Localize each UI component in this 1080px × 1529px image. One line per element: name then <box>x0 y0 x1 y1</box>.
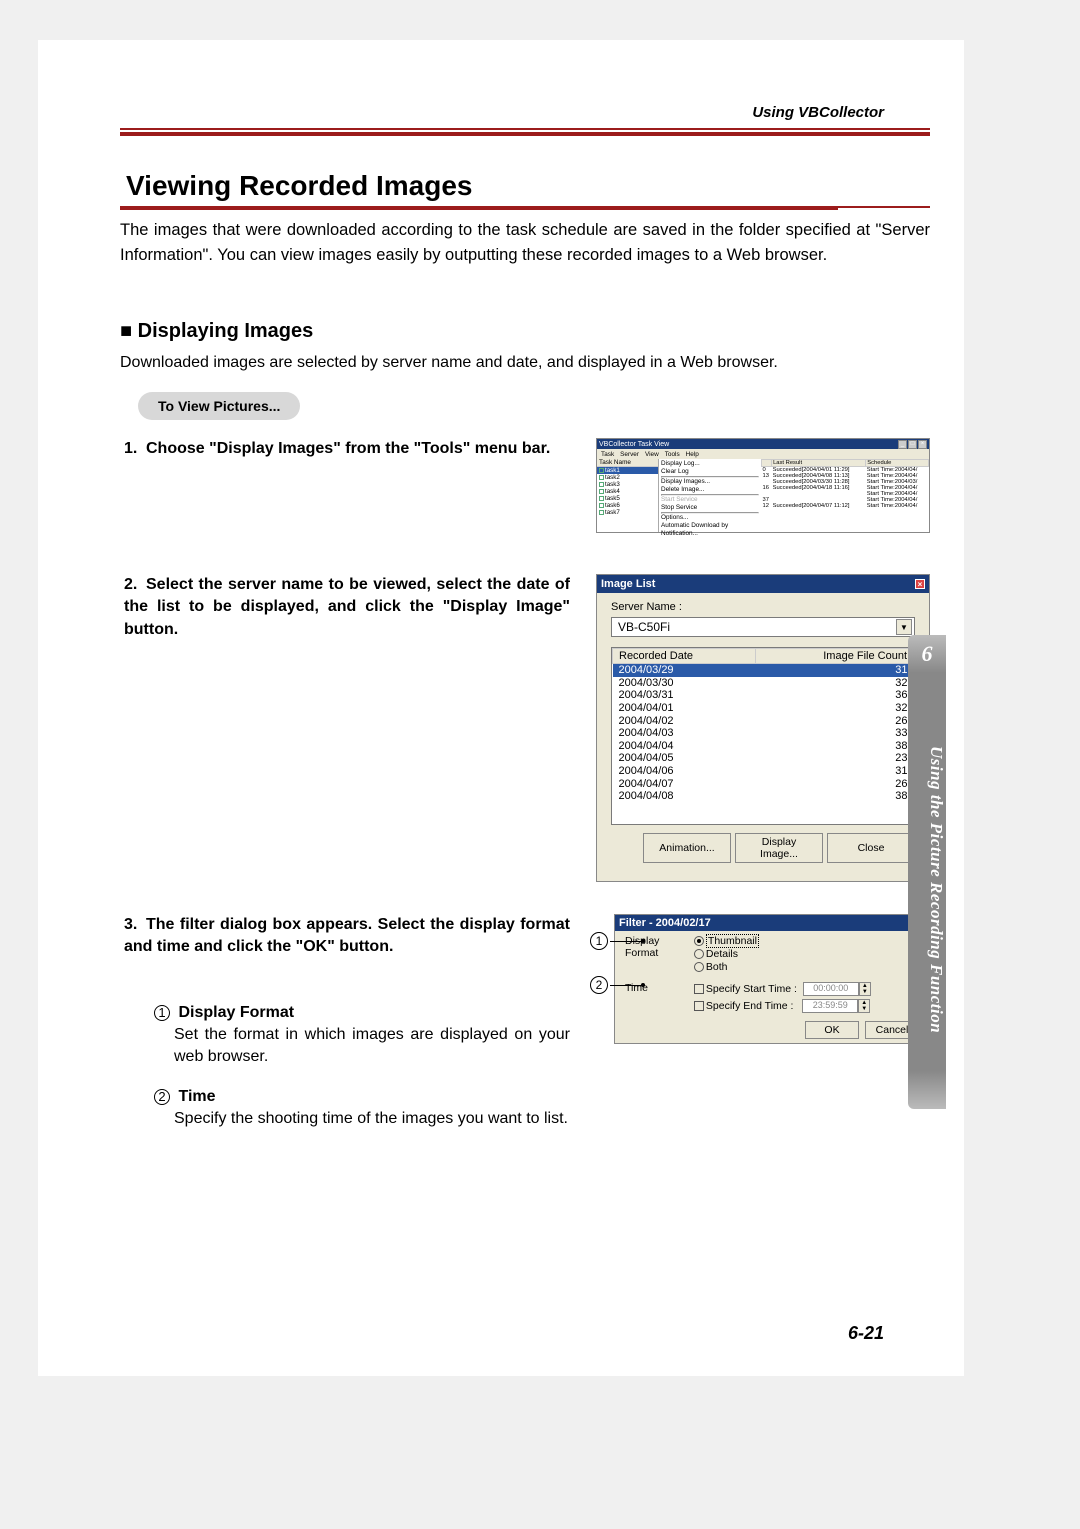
display-format-options[interactable]: Thumbnail Details Both <box>694 935 759 974</box>
intro-text: The images that were downloaded accordin… <box>120 218 930 268</box>
divider <box>120 128 930 130</box>
date-list[interactable]: Recorded DateImage File Count 2004/03/29… <box>611 647 915 825</box>
callout-2: 2 <box>590 976 608 994</box>
divider <box>120 206 838 210</box>
callout-line <box>610 985 642 986</box>
task-list[interactable]: Task Name task1 task2 task3 task4 task5 … <box>597 459 659 532</box>
callout-dot <box>641 939 645 943</box>
server-name-label: Server Name : <box>597 593 929 617</box>
step-1: 1.Choose "Display Images" from the "Tool… <box>124 438 570 460</box>
close-button[interactable]: Close <box>827 833 915 863</box>
sub-2-text: Specify the shooting time of the images … <box>154 1108 570 1130</box>
section-title: Viewing Recorded Images <box>126 170 473 202</box>
callout-1: 1 <box>590 932 608 950</box>
server-combo[interactable]: VB-C50Fi ▼ <box>611 617 915 637</box>
callout-dot <box>641 983 645 987</box>
menubar[interactable]: Task Server View Tools Help <box>597 449 929 459</box>
step-2: 2.Select the server name to be viewed, s… <box>124 574 570 641</box>
sub-2-head: 2 Time <box>154 1086 570 1108</box>
header-text: Using VBCollector <box>752 104 884 121</box>
close-icon[interactable]: × <box>915 579 925 589</box>
tools-menu-open[interactable]: Display Log... Clear Log Display Images.… <box>659 459 761 532</box>
step-3: 3.The filter dialog box appears. Select … <box>124 914 570 959</box>
window-title: Filter - 2004/02/17 <box>619 917 711 929</box>
side-tab: 6 Using the Picture Recording Function <box>908 635 946 1109</box>
fig-task-view: VBCollector Task View _□× Task Server Vi… <box>596 438 930 533</box>
sub-1-head: 1 Display Format <box>154 1002 570 1024</box>
divider <box>120 132 930 136</box>
pill-label: To View Pictures... <box>138 392 300 420</box>
callout-line <box>610 941 642 942</box>
display-format-label: Display Format <box>625 935 691 959</box>
divider <box>838 206 930 208</box>
chevron-down-icon[interactable]: ▼ <box>896 619 912 635</box>
page-number: 6-21 <box>848 1323 884 1344</box>
fig-filter: Filter - 2004/02/17 × Display Format Thu… <box>614 914 930 1044</box>
time-options[interactable]: Specify Start Time : 00:00:00▲▼ Specify … <box>694 982 871 1013</box>
window-buttons[interactable]: _□× <box>898 440 927 449</box>
ok-button[interactable]: OK <box>805 1021 859 1039</box>
subheading: ■ Displaying Images <box>120 320 313 343</box>
sub-1-text: Set the format in which images are displ… <box>154 1024 570 1069</box>
task-results: Last ResultSchedule 0Succeeded[2004/04/0… <box>761 459 929 532</box>
window-title: Image List <box>601 578 655 590</box>
animation-button[interactable]: Animation... <box>643 833 731 863</box>
display-image-button[interactable]: Display Image... <box>735 833 823 863</box>
sub-desc: Downloaded images are selected by server… <box>120 354 778 372</box>
window-title: VBCollector Task View <box>599 441 669 448</box>
fig-image-list: Image List × Server Name : VB-C50Fi ▼ Re… <box>596 574 930 882</box>
